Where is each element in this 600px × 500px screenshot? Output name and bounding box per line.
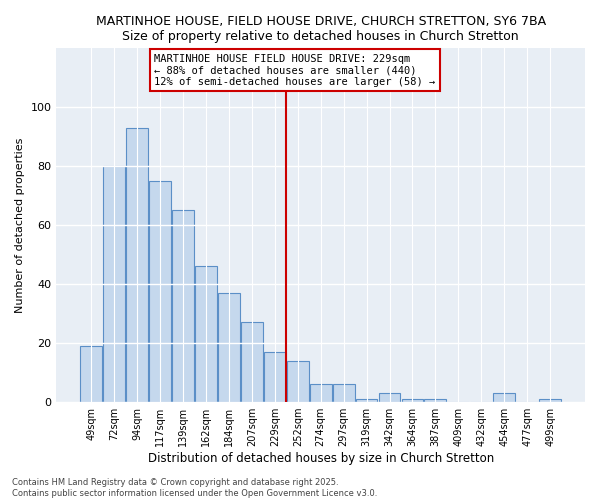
Bar xyxy=(80,346,102,402)
X-axis label: Distribution of detached houses by size in Church Stretton: Distribution of detached houses by size … xyxy=(148,452,494,465)
Bar xyxy=(218,293,240,402)
Bar xyxy=(172,210,194,402)
Y-axis label: Number of detached properties: Number of detached properties xyxy=(15,138,25,313)
Bar xyxy=(287,361,308,402)
Bar xyxy=(379,393,400,402)
Bar xyxy=(195,266,217,402)
Bar xyxy=(241,322,263,402)
Text: MARTINHOE HOUSE FIELD HOUSE DRIVE: 229sqm
← 88% of detached houses are smaller (: MARTINHOE HOUSE FIELD HOUSE DRIVE: 229sq… xyxy=(154,54,436,87)
Bar xyxy=(539,399,561,402)
Bar xyxy=(424,399,446,402)
Text: Contains HM Land Registry data © Crown copyright and database right 2025.
Contai: Contains HM Land Registry data © Crown c… xyxy=(12,478,377,498)
Bar xyxy=(493,393,515,402)
Bar xyxy=(264,352,286,402)
Bar xyxy=(356,399,377,402)
Bar xyxy=(333,384,355,402)
Bar xyxy=(127,128,148,402)
Bar xyxy=(149,181,171,402)
Title: MARTINHOE HOUSE, FIELD HOUSE DRIVE, CHURCH STRETTON, SY6 7BA
Size of property re: MARTINHOE HOUSE, FIELD HOUSE DRIVE, CHUR… xyxy=(95,15,546,43)
Bar xyxy=(103,166,125,402)
Bar xyxy=(310,384,332,402)
Bar xyxy=(401,399,424,402)
